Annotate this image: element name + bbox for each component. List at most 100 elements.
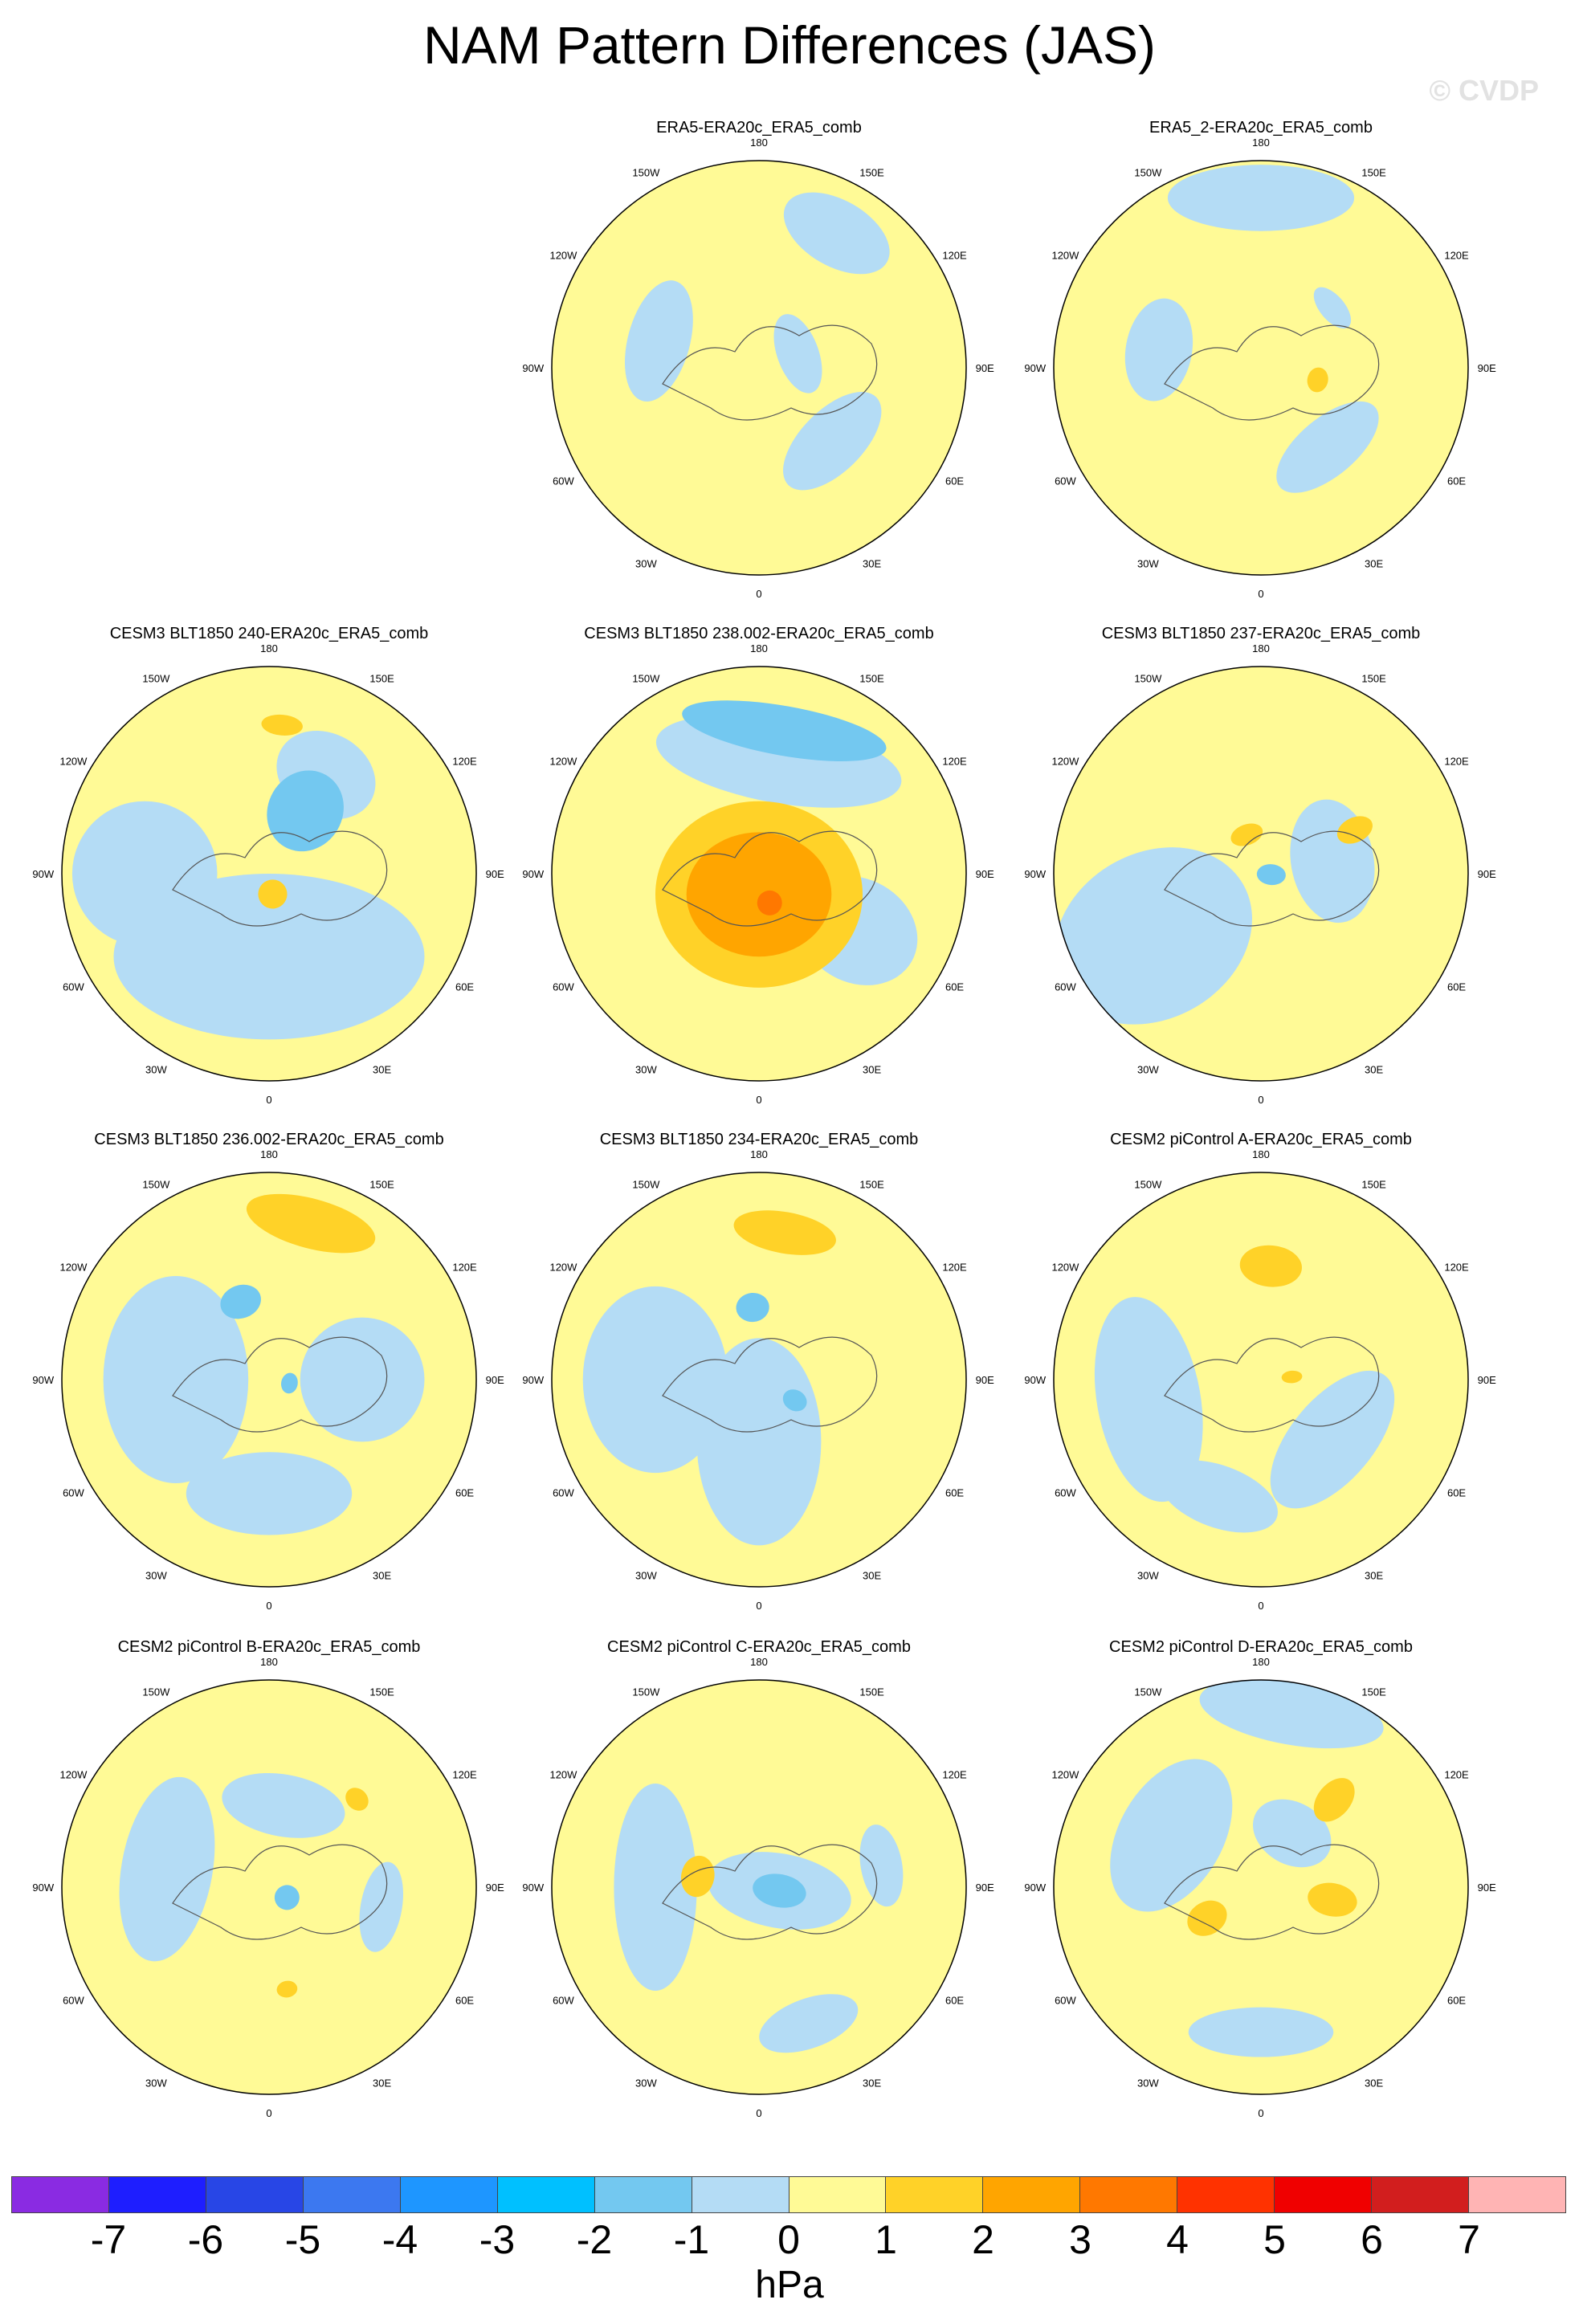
panel-title: CESM2 piControl B-ERA20c_ERA5_comb [117, 1638, 421, 1656]
longitude-label: 150W [632, 672, 660, 684]
anomaly-region [1308, 1882, 1357, 1917]
map-panel: ERA5_2-ERA20c_ERA5_comb 180 150E 120E 90E 60E… [1016, 119, 1506, 617]
longitude-label: 150E [1361, 166, 1386, 178]
anomaly-region [274, 1885, 300, 1910]
colorbar-tick-label: 5 [1263, 2217, 1286, 2262]
longitude-label: 150E [369, 1178, 394, 1190]
colorbar-box [1080, 2177, 1178, 2212]
anomaly-region [267, 770, 344, 852]
longitude-label: 0 [756, 1094, 761, 1106]
longitude-label: 60W [63, 1487, 84, 1499]
coastline [172, 830, 388, 927]
longitude-label: 30E [373, 2077, 391, 2090]
longitude-label: 30W [635, 2077, 657, 2090]
longitude-label: 60W [553, 1487, 574, 1499]
longitude-label: 60E [1447, 1487, 1466, 1499]
longitude-label: 60E [1447, 1995, 1466, 2007]
longitude-label: 180 [260, 1656, 278, 1668]
colorbar-box [692, 2177, 790, 2212]
anomaly-region [222, 1772, 345, 1838]
colorbar-tick-label: -1 [673, 2217, 710, 2262]
longitude-label: 90E [486, 1882, 504, 1894]
coastline [172, 1336, 388, 1433]
longitude-label: 90E [1478, 1374, 1496, 1386]
positive-anomaly-background [62, 1680, 476, 2094]
anomaly-region [246, 1193, 376, 1254]
map-boundary [61, 1679, 477, 2095]
polar-map: 180 150E 120E 90E 60E 30E 0 30W 60W 90W 120W 150W [522, 1148, 994, 1612]
longitude-label: 120E [942, 755, 967, 767]
longitude-label: 0 [1258, 588, 1263, 600]
longitude-label: 30E [1365, 2077, 1383, 2090]
anomaly-region [1313, 287, 1352, 329]
colorbar-box [1275, 2177, 1373, 2212]
longitude-label: 120E [942, 249, 967, 261]
longitude-label: 90E [976, 868, 994, 880]
colorbar-tick-label: 2 [972, 2217, 994, 2262]
longitude-label: 120E [452, 755, 477, 767]
anomaly-region [759, 1994, 859, 2053]
map-boundary [551, 160, 967, 576]
longitude-label: 90E [1478, 362, 1496, 374]
longitude-label: 150E [1361, 1686, 1386, 1698]
colorbar-box [108, 2177, 206, 2212]
anomaly-region [1313, 1778, 1355, 1822]
map-panel: CESM3 BLT1850 234-ERA20c_ERA5_comb 180 150… [514, 1131, 1004, 1629]
anomaly-region [753, 1873, 806, 1908]
longitude-label: 150W [1134, 672, 1162, 684]
figure-title: NAM Pattern Differences (JAS) [422, 15, 1157, 75]
coastline [1164, 324, 1380, 421]
longitude-label: 150W [632, 1178, 660, 1190]
longitude-label: 120E [1444, 755, 1469, 767]
longitude-label: 120W [549, 1261, 577, 1273]
longitude-label: 150E [369, 1686, 394, 1698]
longitude-label: 150W [1134, 1178, 1162, 1190]
longitude-label: 180 [750, 137, 768, 149]
anomaly-region [1124, 298, 1193, 402]
positive-anomaly-background [1054, 1172, 1468, 1587]
colorbar-box [594, 2177, 692, 2212]
longitude-label: 90W [522, 868, 544, 880]
colorbar-tick-label: 4 [1166, 2217, 1189, 2262]
colorbar-tick-label: 7 [1458, 2217, 1480, 2262]
anomaly-region [624, 280, 693, 402]
longitude-label: 90E [976, 1374, 994, 1386]
anomaly-region [261, 714, 303, 736]
anomaly-region [359, 1861, 403, 1952]
longitude-label: 60E [945, 475, 964, 487]
longitude-label: 30W [145, 2077, 167, 2090]
colorbar-box [983, 2177, 1081, 2212]
watermark: © CVDP [1429, 74, 1539, 107]
longitude-label: 90E [976, 1882, 994, 1894]
anomaly-region [773, 314, 822, 393]
longitude-label: 60W [553, 475, 574, 487]
anomaly-region [1199, 1680, 1384, 1749]
colorbar-tick-label: -3 [479, 2217, 516, 2262]
longitude-label: 30W [1137, 558, 1159, 570]
colorbar-tick-label: -7 [90, 2217, 127, 2262]
colorbar-tick-label: -4 [381, 2217, 418, 2262]
polar-map: 180 150E 120E 90E 60E 30E 0 30W 60W 90W 120W 150W [522, 137, 994, 600]
map-panel: CESM3 BLT1850 240-ERA20c_ERA5_comb 180 150… [24, 625, 514, 1123]
longitude-label: 60W [63, 1995, 84, 2007]
longitude-label: 30E [863, 1570, 881, 1582]
longitude-label: 0 [1258, 2107, 1263, 2119]
longitude-label: 90W [1024, 868, 1046, 880]
map-boundary [61, 1172, 477, 1588]
longitude-label: 150W [632, 166, 660, 178]
anomaly-region [1187, 1900, 1227, 1936]
anomaly-region [783, 192, 890, 275]
longitude-label: 120W [59, 1261, 88, 1273]
longitude-label: 60E [455, 1487, 474, 1499]
longitude-label: 150E [859, 672, 884, 684]
longitude-label: 150E [859, 1686, 884, 1698]
anomaly-region [1167, 165, 1355, 231]
coastline [1164, 830, 1380, 927]
longitude-label: 60E [1447, 475, 1466, 487]
longitude-label: 180 [750, 1148, 768, 1160]
longitude-label: 180 [1252, 1148, 1270, 1160]
colorbar-tick-label: 6 [1361, 2217, 1383, 2262]
anomaly-region [300, 1317, 425, 1442]
coastline [172, 1844, 388, 1940]
anomaly-region [1281, 1370, 1303, 1384]
